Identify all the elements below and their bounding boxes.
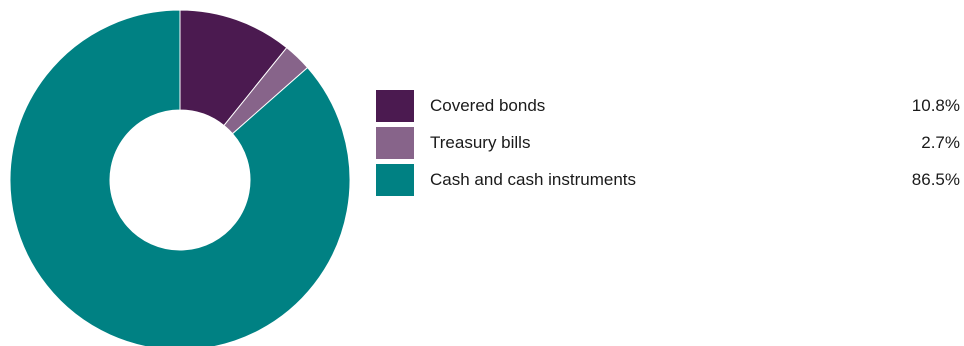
legend-value: 10.8% <box>911 96 960 115</box>
legend-value: 86.5% <box>911 170 960 189</box>
legend: Covered bonds 10.8% Treasury bills 2.7% … <box>376 90 960 201</box>
legend-item-cash-and-cash-instruments: Cash and cash instruments 86.5% <box>376 164 960 196</box>
legend-item-treasury-bills: Treasury bills 2.7% <box>376 127 960 159</box>
donut-plot <box>9 9 351 346</box>
slice-cash-and-cash-instruments <box>9 9 351 346</box>
legend-item-covered-bonds: Covered bonds 10.8% <box>376 90 960 122</box>
legend-swatch <box>376 127 414 159</box>
legend-label: Treasury bills <box>430 133 531 152</box>
legend-label: Covered bonds <box>430 96 546 115</box>
legend-swatch <box>376 90 414 122</box>
legend-label: Cash and cash instruments <box>430 170 636 189</box>
legend-value: 2.7% <box>921 133 960 152</box>
legend-swatch <box>376 164 414 196</box>
